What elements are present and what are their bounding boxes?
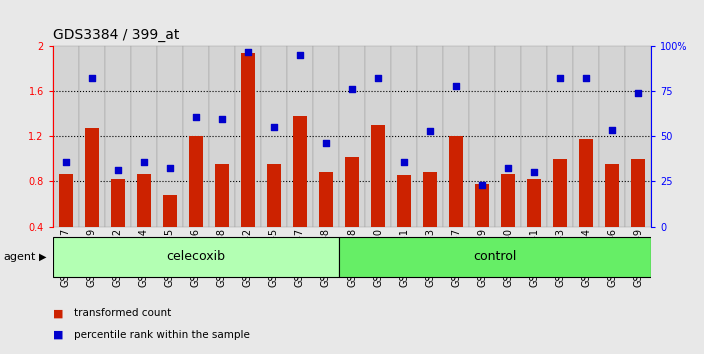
Point (60, 159, 71, 165)
Point (503, 165, 514, 171)
Point (268, 124, 279, 130)
Point (372, 75, 384, 80)
Point (607, 127, 618, 132)
Point (477, 182, 488, 188)
FancyBboxPatch shape (53, 46, 79, 227)
Point (138, 159, 149, 165)
Bar (345, 156, 359, 227)
Bar (423, 172, 437, 227)
Text: ▶: ▶ (39, 252, 46, 262)
Bar (163, 195, 177, 227)
Bar (397, 175, 411, 227)
Point (320, 140, 332, 146)
Bar (215, 165, 229, 227)
FancyBboxPatch shape (79, 46, 105, 227)
Point (86, 75, 97, 80)
Bar (293, 116, 307, 227)
FancyBboxPatch shape (547, 46, 573, 227)
Point (294, 52, 306, 58)
Text: ■: ■ (53, 308, 63, 318)
Bar (111, 179, 125, 227)
FancyBboxPatch shape (417, 46, 443, 227)
Point (555, 75, 566, 80)
FancyBboxPatch shape (625, 46, 651, 227)
FancyBboxPatch shape (209, 46, 235, 227)
Bar (371, 125, 385, 227)
Bar (267, 165, 281, 227)
Text: transformed count: transformed count (74, 308, 171, 318)
Bar (553, 159, 567, 227)
FancyBboxPatch shape (469, 46, 495, 227)
FancyBboxPatch shape (443, 46, 469, 227)
Point (112, 167, 123, 173)
FancyBboxPatch shape (495, 46, 521, 227)
Point (190, 114, 201, 120)
FancyBboxPatch shape (131, 46, 157, 227)
FancyBboxPatch shape (573, 46, 599, 227)
Bar (631, 159, 646, 227)
Bar (475, 184, 489, 227)
Point (425, 128, 436, 133)
FancyBboxPatch shape (235, 46, 261, 227)
FancyBboxPatch shape (599, 46, 625, 227)
Point (529, 170, 540, 175)
FancyBboxPatch shape (287, 46, 313, 227)
Point (164, 165, 175, 171)
Bar (449, 136, 463, 227)
Bar (319, 172, 333, 227)
Bar (501, 173, 515, 227)
Text: percentile rank within the sample: percentile rank within the sample (74, 330, 250, 339)
Point (346, 86, 358, 92)
Bar (579, 138, 593, 227)
Bar (605, 165, 620, 227)
FancyBboxPatch shape (183, 46, 209, 227)
Bar (241, 53, 255, 227)
FancyBboxPatch shape (391, 46, 417, 227)
Text: control: control (473, 250, 517, 263)
Bar (189, 136, 203, 227)
FancyBboxPatch shape (365, 46, 391, 227)
Bar (84, 129, 99, 227)
Text: celecoxib: celecoxib (166, 250, 225, 263)
Text: GDS3384 / 399_at: GDS3384 / 399_at (53, 28, 180, 42)
FancyBboxPatch shape (261, 46, 287, 227)
Bar (53, 237, 339, 278)
Text: ■: ■ (53, 330, 63, 339)
Point (242, 49, 253, 55)
FancyBboxPatch shape (157, 46, 183, 227)
FancyBboxPatch shape (521, 46, 547, 227)
Bar (339, 237, 651, 278)
FancyBboxPatch shape (313, 46, 339, 227)
Bar (58, 173, 73, 227)
Point (633, 91, 644, 96)
Bar (527, 179, 541, 227)
Bar (137, 173, 151, 227)
FancyBboxPatch shape (339, 46, 365, 227)
Point (451, 83, 462, 88)
Point (581, 75, 592, 80)
Point (216, 116, 227, 122)
Point (398, 159, 410, 165)
Text: agent: agent (4, 252, 36, 262)
FancyBboxPatch shape (105, 46, 131, 227)
